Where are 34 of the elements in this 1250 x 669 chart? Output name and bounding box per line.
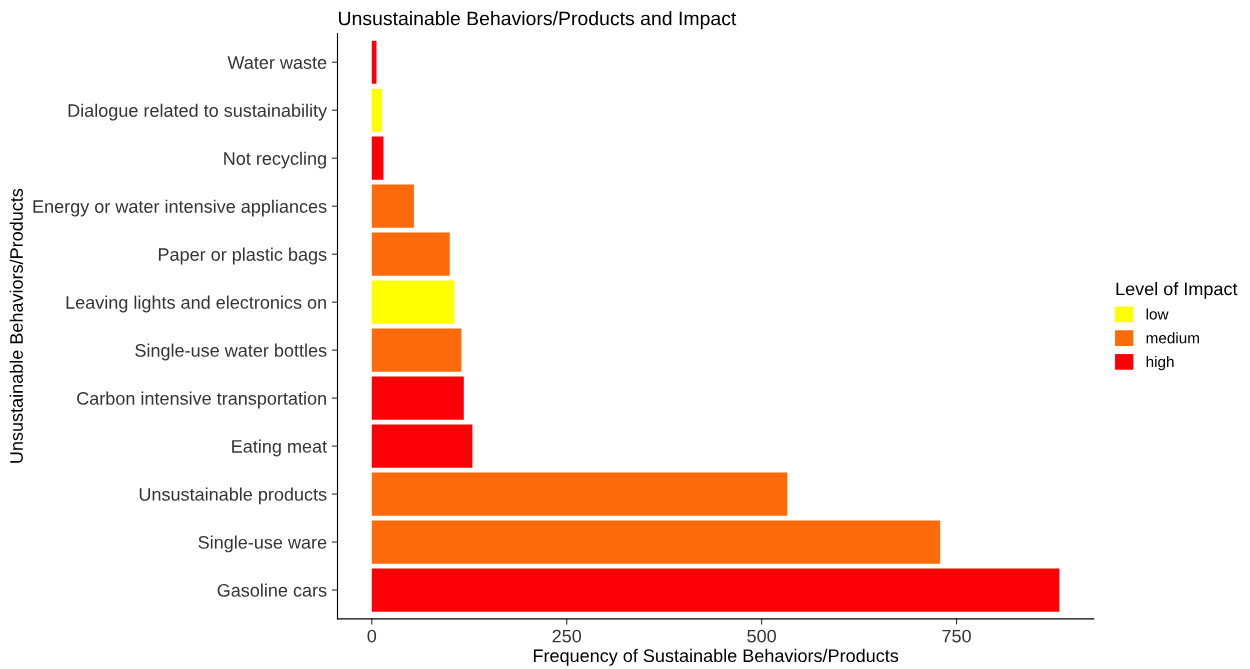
x-tick-label: 500 (747, 629, 776, 643)
bar (371, 184, 414, 228)
legend-label: medium (1146, 332, 1199, 344)
bar (371, 328, 462, 372)
x-tick-label: 250 (552, 629, 582, 643)
x-axis-title: Frequency of Sustainable Behaviors/Products (533, 648, 899, 666)
y-axis-title: Unsustainable Behaviors/Products (9, 188, 23, 463)
x-tick-label: 0 (367, 629, 377, 643)
bar (371, 136, 384, 180)
y-tick-label: Water waste (227, 56, 327, 69)
bar (371, 376, 464, 420)
bar (371, 520, 941, 564)
chart-title: Unsustainable Behaviors/Products and Impact (339, 11, 737, 30)
y-tick-label: Eating meat (232, 439, 327, 457)
y-tick-label: Single-use water bottles (135, 343, 327, 361)
bar (371, 232, 450, 276)
y-tick-label: Leaving lights and electronics on (66, 295, 326, 313)
bar (371, 472, 788, 516)
x-tick-label: 750 (942, 629, 971, 643)
legend-label: low (1146, 308, 1169, 320)
bar (371, 424, 473, 468)
bar (371, 280, 455, 324)
y-tick-label: Carbon intensive transportation (77, 391, 326, 409)
legend-title: Level of Impact (1116, 282, 1238, 299)
y-tick-label: Not recycling (224, 151, 326, 169)
bar (371, 88, 382, 132)
y-tick-label: Paper or plastic bags (158, 247, 327, 265)
legend-label: high (1146, 356, 1174, 371)
y-tick-label: Gasoline cars (217, 583, 327, 597)
bar (371, 568, 1060, 612)
y-tick-label: Dialogue related to sustainability (68, 103, 328, 121)
y-tick-label: Energy or water intensive appliances (33, 199, 327, 217)
y-tick-label: Unsustainable products (139, 487, 327, 505)
y-tick-label: Single-use ware (198, 535, 327, 553)
